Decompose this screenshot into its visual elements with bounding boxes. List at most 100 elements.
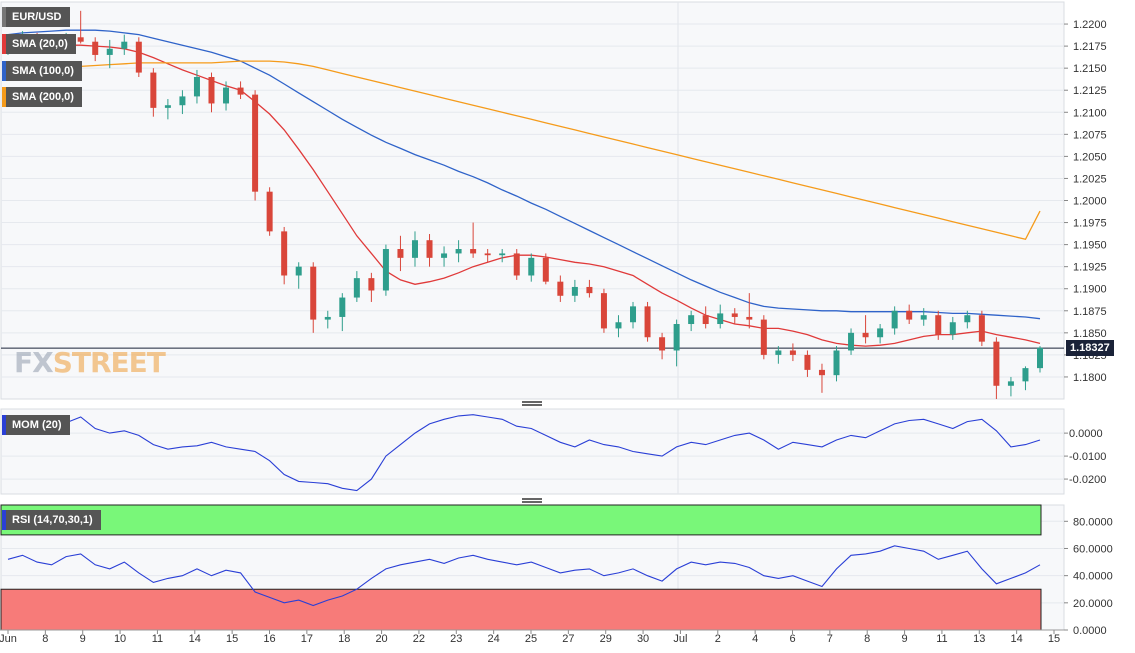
candle xyxy=(1007,376,1014,397)
rsi-tick-label: 80.0000 xyxy=(1073,516,1113,528)
x-tick-label: 17 xyxy=(301,633,313,645)
candle-body xyxy=(688,315,695,325)
candle xyxy=(528,253,535,282)
x-tick-label: Jun xyxy=(0,633,17,645)
candle-body xyxy=(223,87,230,104)
panel-resize-handle-0[interactable] xyxy=(522,401,542,403)
candle xyxy=(673,319,680,367)
candle xyxy=(339,293,346,332)
candle-body xyxy=(252,94,259,192)
candle-body xyxy=(993,341,1000,386)
candle xyxy=(295,262,302,289)
candle-body xyxy=(600,293,607,329)
candle-body xyxy=(775,350,782,355)
candle-body xyxy=(484,253,491,256)
candle-body xyxy=(455,249,462,254)
candle xyxy=(411,231,418,267)
candle-body xyxy=(789,350,796,355)
x-tick-label: 9 xyxy=(902,633,908,645)
candle xyxy=(630,301,637,329)
candle xyxy=(92,37,99,62)
candle-body xyxy=(935,315,942,335)
candle-body xyxy=(891,310,898,329)
x-tick-label: 16 xyxy=(263,633,275,645)
candle xyxy=(208,72,215,113)
candle-body xyxy=(731,313,738,317)
x-tick-label: 23 xyxy=(450,633,462,645)
x-tick-label: 20 xyxy=(375,633,387,645)
sma-line-200 xyxy=(7,60,1041,241)
candle-body xyxy=(1037,347,1043,369)
mom-label[interactable]: MOM (20) xyxy=(2,415,70,435)
current-price-tag: 1.18327 xyxy=(1066,340,1114,357)
x-tick-label: 18 xyxy=(338,633,350,645)
panel-resize-handle-line-0 xyxy=(522,404,542,406)
candle-body xyxy=(135,41,142,73)
candle xyxy=(877,324,884,344)
rsi-line xyxy=(7,545,1041,607)
candle-body xyxy=(266,191,273,232)
candle xyxy=(600,288,607,333)
fxstreet-watermark: FXSTREET xyxy=(14,346,166,379)
candle-body xyxy=(470,249,477,254)
candle-body xyxy=(382,249,389,291)
candle xyxy=(964,310,971,329)
sma-line-100 xyxy=(7,29,1041,320)
sma20-text: SMA (20,0) xyxy=(12,38,68,50)
mom-swatch xyxy=(2,415,6,435)
sma20-label[interactable]: SMA (20,0) xyxy=(2,34,76,54)
x-tick-label: 11 xyxy=(936,633,947,645)
candle-body xyxy=(339,297,346,317)
rsi-overbought-zone xyxy=(0,504,1042,536)
candle-body xyxy=(833,350,840,376)
x-tick-label: 14 xyxy=(189,633,201,645)
panel-bg-1 xyxy=(0,408,1065,495)
candle-body xyxy=(949,322,956,335)
candle xyxy=(455,240,462,263)
panel-resize-handle-1[interactable] xyxy=(522,498,542,500)
candle-body xyxy=(644,306,651,338)
candle xyxy=(659,332,666,360)
candle-body xyxy=(673,324,680,351)
rsi-text: RSI (14,70,30,1) xyxy=(12,514,93,526)
candle xyxy=(368,272,375,302)
x-tick-label: 29 xyxy=(600,633,612,645)
candle-body xyxy=(804,354,811,370)
rsi-label[interactable]: RSI (14,70,30,1) xyxy=(2,510,101,530)
candle-body xyxy=(310,266,317,320)
candle-body xyxy=(513,253,520,276)
price-tick-label: 1.2175 xyxy=(1073,41,1107,53)
candle-body xyxy=(702,315,709,325)
candle xyxy=(470,222,477,258)
candle xyxy=(949,316,956,340)
candle xyxy=(571,279,578,302)
candle-body xyxy=(1007,381,1014,386)
sma200-label[interactable]: SMA (200,0) xyxy=(2,87,82,107)
candle-body xyxy=(978,315,985,342)
candle xyxy=(441,246,448,267)
candle xyxy=(252,90,259,201)
candle-body xyxy=(630,306,637,323)
x-tick-label: 9 xyxy=(80,633,86,645)
sma200-text: SMA (200,0) xyxy=(12,91,74,103)
candle xyxy=(862,315,869,344)
mom-tick-label: 0.0000 xyxy=(1069,428,1103,440)
candle xyxy=(557,275,564,302)
candle xyxy=(513,249,520,280)
candle-body xyxy=(179,96,186,106)
x-tick-label: 10 xyxy=(114,633,126,645)
sma100-label[interactable]: SMA (100,0) xyxy=(2,61,82,81)
price-tick-label: 1.2100 xyxy=(1073,107,1107,119)
rsi-tick-label: 40.0000 xyxy=(1073,571,1113,583)
x-tick-label: 4 xyxy=(752,633,758,645)
candle-body xyxy=(92,41,99,55)
x-tick-label: 24 xyxy=(488,633,500,645)
candle xyxy=(135,37,142,77)
candle-body xyxy=(862,332,869,338)
candle-body xyxy=(586,286,593,294)
candle xyxy=(77,10,84,44)
candle-body xyxy=(397,249,404,258)
price-tick-label: 1.2000 xyxy=(1073,196,1107,208)
